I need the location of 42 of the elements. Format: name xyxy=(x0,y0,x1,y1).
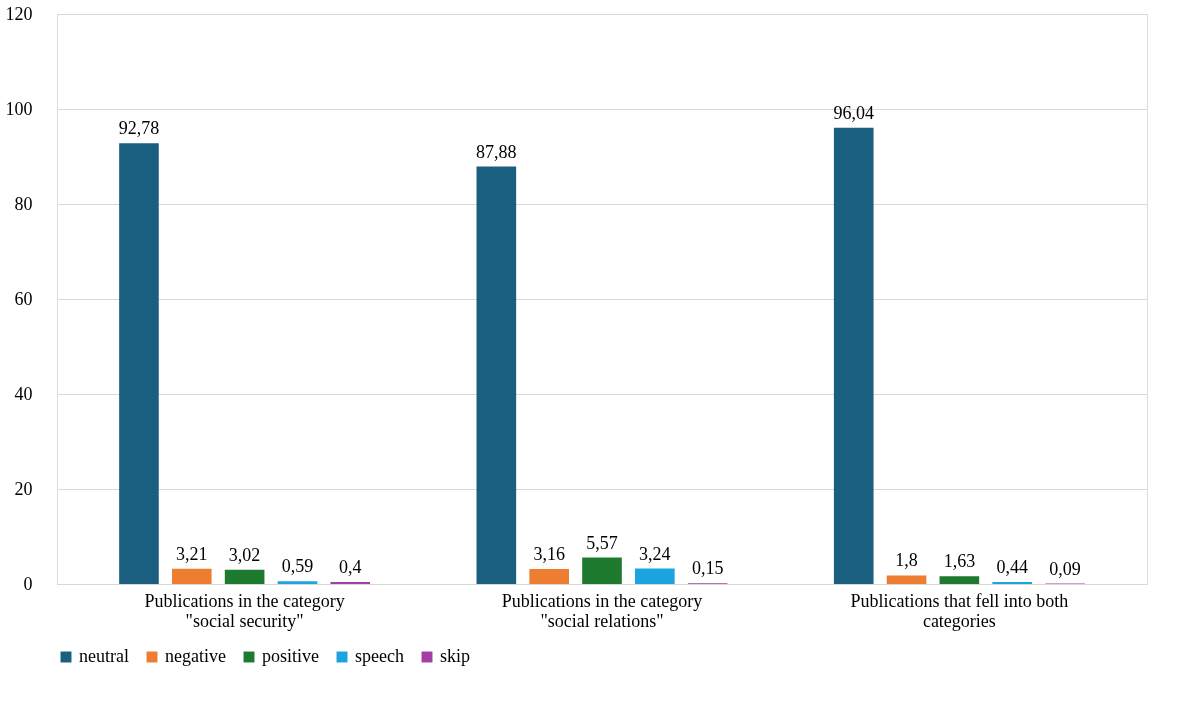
bar xyxy=(582,557,622,584)
bar xyxy=(171,568,212,584)
data-label: 5,57 xyxy=(586,532,618,553)
y-tick-label: 60 xyxy=(14,288,33,309)
data-label: 3,02 xyxy=(228,544,261,565)
bar xyxy=(886,575,927,584)
data-label: 87,88 xyxy=(476,141,517,162)
y-tick-label: 40 xyxy=(14,383,33,404)
data-label: 1,63 xyxy=(943,551,976,572)
x-tick-label: Publications that fell into both categories xyxy=(850,590,1069,631)
data-label: 96,04 xyxy=(833,102,874,123)
y-tick-label: 120 xyxy=(5,3,33,24)
legend-label: neutral xyxy=(79,646,129,666)
legend-label: positive xyxy=(262,646,320,666)
data-label: 0,15 xyxy=(691,558,724,579)
data-label: 0,44 xyxy=(996,556,1028,577)
legend-label: skip xyxy=(440,646,471,666)
bar xyxy=(119,143,159,584)
bar xyxy=(277,581,318,584)
bar xyxy=(992,581,1033,584)
data-label: 3,24 xyxy=(639,543,671,564)
y-tick-label: 80 xyxy=(14,193,33,214)
y-tick-label: 100 xyxy=(5,98,33,119)
data-label: 3,21 xyxy=(176,543,208,564)
x-tick-label: Publications in the category "social security" xyxy=(144,590,345,631)
data-label: 0,09 xyxy=(1049,558,1081,579)
data-label: 92,78 xyxy=(118,118,160,139)
legend-label: negative xyxy=(165,646,226,666)
data-label: 0,4 xyxy=(339,557,362,578)
bar xyxy=(939,576,980,584)
data-label: 1,8 xyxy=(895,550,918,571)
y-tick-label: 0 xyxy=(23,573,33,594)
bar xyxy=(529,568,569,584)
bar xyxy=(635,568,675,584)
data-label: 0,59 xyxy=(281,556,314,577)
bar xyxy=(476,166,517,584)
y-tick-label: 20 xyxy=(14,478,33,499)
legend-label: speech xyxy=(355,646,404,666)
x-tick-label: Publications in the category "social relations" xyxy=(501,590,703,631)
bar xyxy=(224,569,265,584)
bar xyxy=(833,127,874,584)
data-label: 3,16 xyxy=(533,543,565,564)
